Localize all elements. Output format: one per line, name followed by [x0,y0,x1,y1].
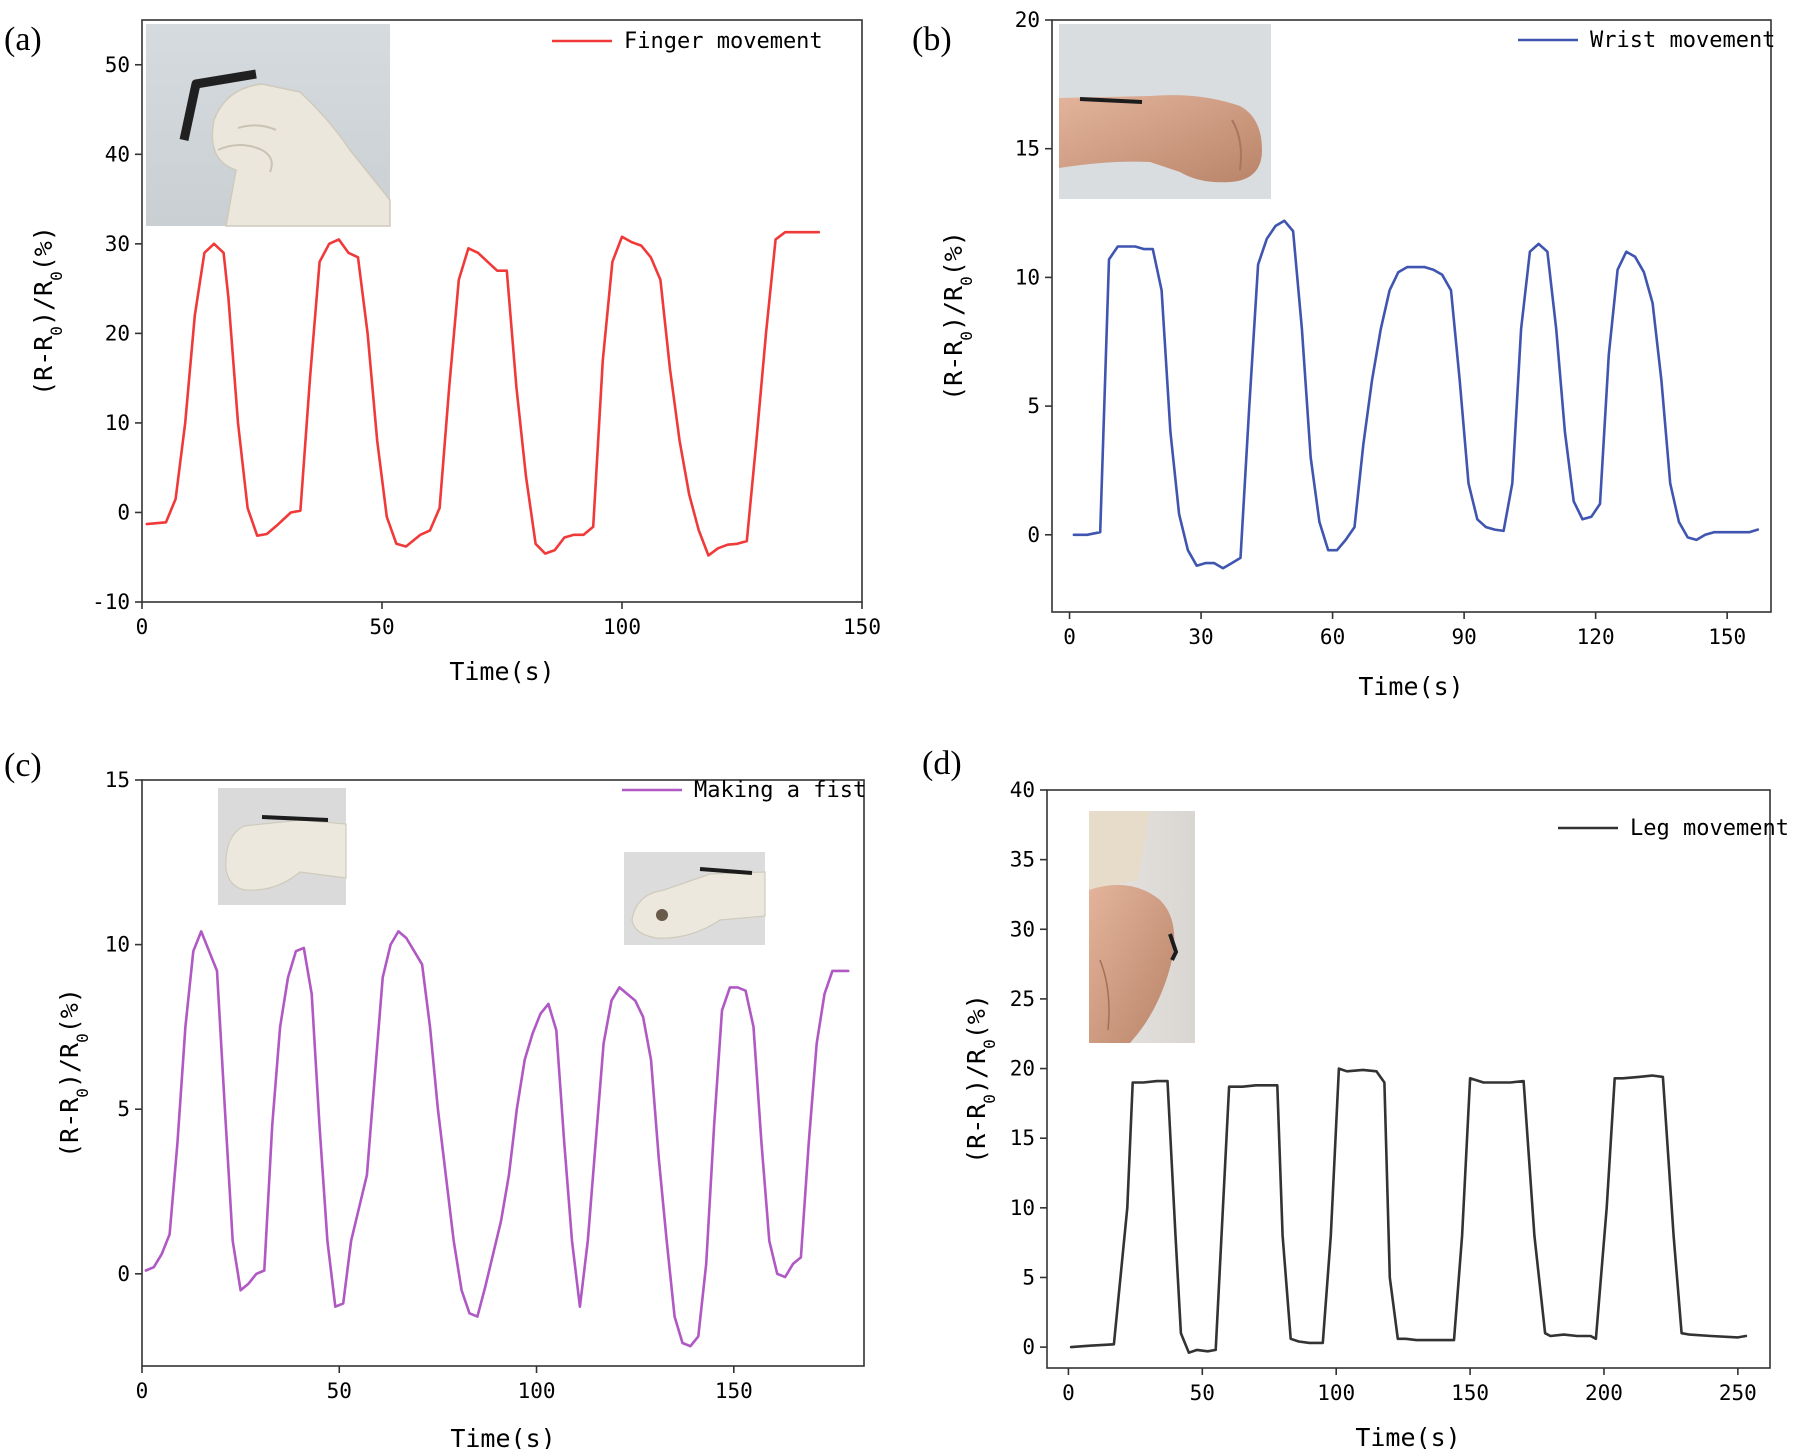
y-tick-label: 15 [1010,1126,1035,1150]
x-tick-label: 50 [369,615,394,639]
y-tick-label: 40 [105,142,130,166]
photo-wrist-fist [1059,24,1271,199]
legend: Wrist movement [1518,28,1775,53]
x-tick-label: 150 [1708,625,1746,649]
panel-c: 0 50 100 150 0 5 10 15 Time(s) (R-R0)/R0(%) Making… [4,747,866,1449]
chart-b: 0 30 60 90 120 150 0 5 10 15 20 Time(s) (R-R0)/R0(%)… [939,8,1775,701]
x-tick-label: 50 [1190,1381,1215,1405]
x-axis-title: Time(s) [450,1424,555,1449]
legend-label: Leg movement [1630,816,1789,841]
series-line-c [144,930,850,1348]
x-tick-label: 150 [1451,1381,1489,1405]
x-tick-label: 0 [1063,625,1076,649]
panel-letter: (d) [922,745,962,782]
legend: Making a fist [622,778,866,803]
y-tick-label: 15 [105,768,130,792]
y-tick-label: -10 [92,590,130,614]
chart-c: 0 50 100 150 0 5 10 15 Time(s) (R-R0)/R0(%) Making… [55,768,866,1449]
photo-bent-knee [1089,811,1195,1043]
x-tick-label: 200 [1585,1381,1623,1405]
series-line-a [145,230,821,557]
x-tick-label: 100 [1317,1381,1355,1405]
x-tick-label: 0 [1062,1381,1075,1405]
legend: Leg movement [1558,816,1789,841]
y-tick-label: 10 [105,411,130,435]
y-tick-label: 5 [1022,1265,1035,1289]
y-tick-label: 0 [1027,523,1040,547]
series-line-d [1069,1067,1748,1354]
x-tick-label: 100 [518,1379,556,1403]
y-tick-label: 30 [105,232,130,256]
y-tick-label: 35 [1010,848,1035,872]
y-axis-title: (R-R0)/R0(%) [29,226,66,396]
legend: Finger movement [552,29,823,54]
plot-frame [1051,19,1772,613]
legend-label: Making a fist [694,778,866,803]
x-tick-label: 0 [136,615,149,639]
y-tick-label: 0 [117,500,130,524]
x-tick-label: 30 [1188,625,1213,649]
x-tick-label: 150 [843,615,881,639]
y-tick-label: 20 [1015,8,1040,32]
y-tick-label: 40 [1010,778,1035,802]
x-tick-label: 0 [136,1379,149,1403]
panel-letter: (c) [4,747,42,784]
y-tick-label: 0 [117,1262,130,1286]
plot-frame [141,779,865,1367]
plot-frame [141,19,863,603]
x-tick-label: 150 [715,1379,753,1403]
x-tick-label: 50 [327,1379,352,1403]
y-axis-title: (R-R0)/R0(%) [939,231,976,401]
x-axis-title: Time(s) [1358,672,1463,701]
panel-letter: (b) [912,21,952,58]
y-tick-label: 5 [1027,394,1040,418]
x-axis-title: Time(s) [449,657,554,686]
photo-open-hand-glove [624,852,766,945]
panel-b: 0 30 60 90 120 150 0 5 10 15 20 Time(s) (R-R0)/R0(%)… [912,8,1775,701]
panel-d: 0 50 100 150 200 250 0 5 10 15 20 25 30 35 40 Time(s) (R… [922,745,1789,1449]
y-tick-label: 30 [1010,917,1035,941]
x-tick-label: 60 [1320,625,1345,649]
y-tick-label: 15 [1015,137,1040,161]
chart-a: 0 50 100 150-1001020304050Time(s)(R-R0)/R0(… [29,19,881,686]
photo-bent-finger [146,24,391,227]
x-tick-label: 120 [1577,625,1615,649]
y-tick-label: 25 [1010,987,1035,1011]
plot-frame [1046,789,1771,1369]
panel-letter: (a) [4,21,42,58]
x-tick-label: 90 [1451,625,1476,649]
photo-fist-glove [218,788,347,905]
series-line-b [1072,219,1760,570]
y-tick-label: 20 [105,321,130,345]
y-tick-label: 10 [1010,1196,1035,1220]
y-tick-label: 10 [1015,265,1040,289]
y-axis-title: (R-R0)/R0(%) [962,994,999,1164]
y-tick-label: 50 [105,53,130,77]
chart-d: 0 50 100 150 200 250 0 5 10 15 20 25 30 35 40 Time(s) (R… [962,778,1789,1449]
y-tick-label: 5 [117,1097,130,1121]
legend-label: Wrist movement [1590,28,1775,53]
x-tick-label: 100 [603,615,641,639]
legend-label: Finger movement [624,29,823,54]
x-tick-label: 250 [1719,1381,1757,1405]
x-axis-title: Time(s) [1355,1423,1460,1449]
y-tick-label: 10 [105,933,130,957]
y-tick-label: 0 [1022,1335,1035,1359]
y-tick-label: 20 [1010,1057,1035,1081]
panel-a: 0 50 100 150-1001020304050Time(s)(R-R0)/R0(… [4,19,881,686]
y-axis-title: (R-R0)/R0(%) [55,988,92,1158]
